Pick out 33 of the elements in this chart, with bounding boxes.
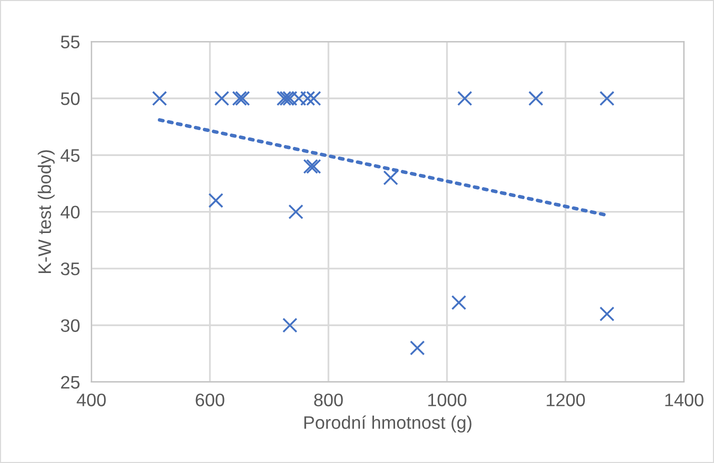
point	[599, 306, 614, 322]
x-tick-label: 600	[196, 394, 224, 406]
y-tick-label: 35	[60, 262, 80, 276]
point	[282, 318, 298, 333]
x-tick-label: 1400	[665, 394, 704, 406]
point	[282, 90, 298, 106]
y-tick-label: 50	[60, 92, 80, 106]
point	[235, 90, 250, 106]
x-tick-label: 1000	[428, 394, 466, 406]
x-tick-label: 400	[76, 394, 106, 406]
point	[208, 192, 224, 208]
y-tick-label: 40	[60, 206, 80, 219]
point	[300, 90, 316, 106]
point	[152, 90, 168, 106]
y-axis-title: K-W test (body)	[38, 150, 55, 274]
point	[288, 204, 304, 220]
x-tick-label: 800	[314, 394, 343, 406]
x-axis-title: Porodní hmotnost (g)	[304, 415, 472, 433]
y-tick-label: 55	[60, 36, 80, 48]
point	[599, 90, 614, 106]
point	[528, 90, 544, 106]
point	[383, 170, 398, 186]
point	[451, 295, 466, 310]
y-tick-label: 30	[60, 319, 80, 332]
y-tick-label: 45	[60, 149, 80, 162]
point	[303, 158, 318, 174]
point	[232, 90, 248, 106]
point	[306, 158, 322, 174]
y-tick-label: 25	[61, 376, 80, 389]
point	[214, 90, 230, 106]
point	[457, 90, 472, 106]
x-tick-label: 1200	[546, 394, 585, 406]
point	[410, 340, 425, 356]
